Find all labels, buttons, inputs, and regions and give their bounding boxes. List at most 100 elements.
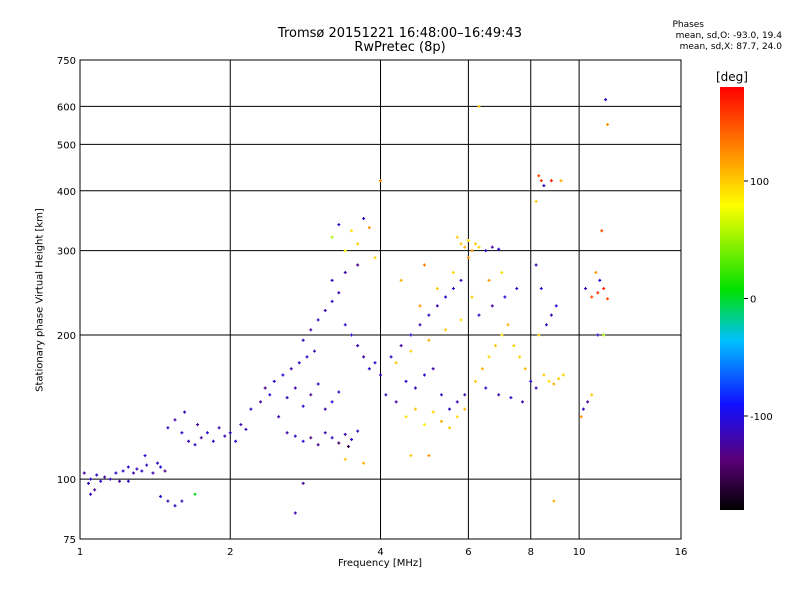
data-point <box>552 499 556 503</box>
data-point <box>350 333 354 337</box>
y-tick-label: 750 <box>57 56 76 67</box>
data-point <box>367 226 371 230</box>
data-point <box>132 471 136 475</box>
data-point <box>217 426 221 430</box>
data-point <box>187 439 191 443</box>
data-point <box>413 407 417 411</box>
data-point <box>409 333 413 337</box>
data-point <box>196 423 200 427</box>
data-point <box>389 355 393 359</box>
data-point <box>503 295 507 299</box>
data-point <box>473 379 477 383</box>
data-point <box>590 393 594 397</box>
data-point <box>173 418 177 422</box>
data-point <box>534 386 538 390</box>
data-point <box>249 407 253 411</box>
data-point <box>490 304 494 308</box>
data-point <box>151 471 155 475</box>
data-point <box>544 323 548 327</box>
data-point <box>285 431 289 435</box>
data-point <box>512 344 516 348</box>
data-point <box>448 407 452 411</box>
data-point <box>542 373 546 377</box>
data-point <box>180 499 184 503</box>
y-tick-label: 400 <box>57 187 76 198</box>
data-point <box>309 393 313 397</box>
data-point <box>118 479 122 483</box>
data-point <box>301 439 305 443</box>
data-point <box>239 423 243 427</box>
data-point <box>497 393 501 397</box>
data-point <box>193 443 197 447</box>
data-point <box>373 361 377 365</box>
data-point <box>356 429 360 433</box>
data-point <box>108 477 112 481</box>
data-point <box>515 287 519 291</box>
data-point <box>500 271 504 275</box>
data-point <box>596 291 600 295</box>
data-point <box>559 179 563 183</box>
data-point <box>586 400 590 404</box>
chart-title-line2: RwPretec (8p) <box>354 40 446 55</box>
data-point <box>337 390 341 394</box>
data-point <box>87 481 91 485</box>
data-point <box>604 98 608 102</box>
data-point <box>448 426 452 430</box>
data-point <box>459 242 463 246</box>
axis-ticks: 1 2 4 6 8 10 16 75 100 200 300 400 500 600 750 <box>57 56 687 558</box>
data-point <box>520 400 524 404</box>
data-point <box>451 271 455 275</box>
x-tick-label: 2 <box>227 547 233 558</box>
data-point <box>323 308 327 312</box>
grid-lines <box>80 60 681 539</box>
data-point <box>293 434 297 438</box>
data-point <box>549 313 553 317</box>
data-point <box>455 400 459 404</box>
data-point <box>487 355 491 359</box>
data-point <box>289 367 293 371</box>
data-point <box>350 438 354 441</box>
x-tick-label: 1 <box>77 547 83 558</box>
data-point <box>89 492 93 496</box>
data-point <box>356 344 360 348</box>
data-point <box>431 410 435 414</box>
data-point <box>497 247 501 251</box>
data-point <box>343 432 347 436</box>
data-point <box>399 278 403 282</box>
y-tick-label: 500 <box>57 140 76 151</box>
data-point <box>114 471 118 475</box>
data-point <box>312 349 316 353</box>
data-point <box>301 481 305 485</box>
data-point <box>330 278 334 282</box>
data-point <box>539 179 543 183</box>
data-point <box>484 249 488 253</box>
data-point <box>337 291 341 295</box>
data-point <box>455 235 459 239</box>
data-point <box>440 393 443 397</box>
data-point <box>602 287 606 291</box>
data-point <box>394 400 398 404</box>
data-point <box>427 313 431 317</box>
data-point <box>99 479 103 483</box>
data-point <box>466 238 470 242</box>
data-point <box>418 304 422 308</box>
data-point <box>594 271 598 275</box>
data-point <box>459 318 463 322</box>
y-tick-label: 600 <box>57 102 76 113</box>
data-point <box>343 457 347 461</box>
data-point <box>523 367 527 371</box>
data-point <box>444 295 448 299</box>
data-point <box>193 492 197 496</box>
data-point <box>549 179 553 183</box>
data-point <box>422 263 426 267</box>
data-point <box>367 367 371 371</box>
data-point <box>473 242 477 246</box>
data-point <box>362 355 366 359</box>
data-point <box>103 475 107 479</box>
data-point <box>534 199 538 203</box>
data-point <box>263 386 267 390</box>
data-point <box>228 431 232 435</box>
data-point <box>477 245 481 249</box>
y-tick-label: 100 <box>57 475 76 486</box>
data-point <box>494 344 498 348</box>
